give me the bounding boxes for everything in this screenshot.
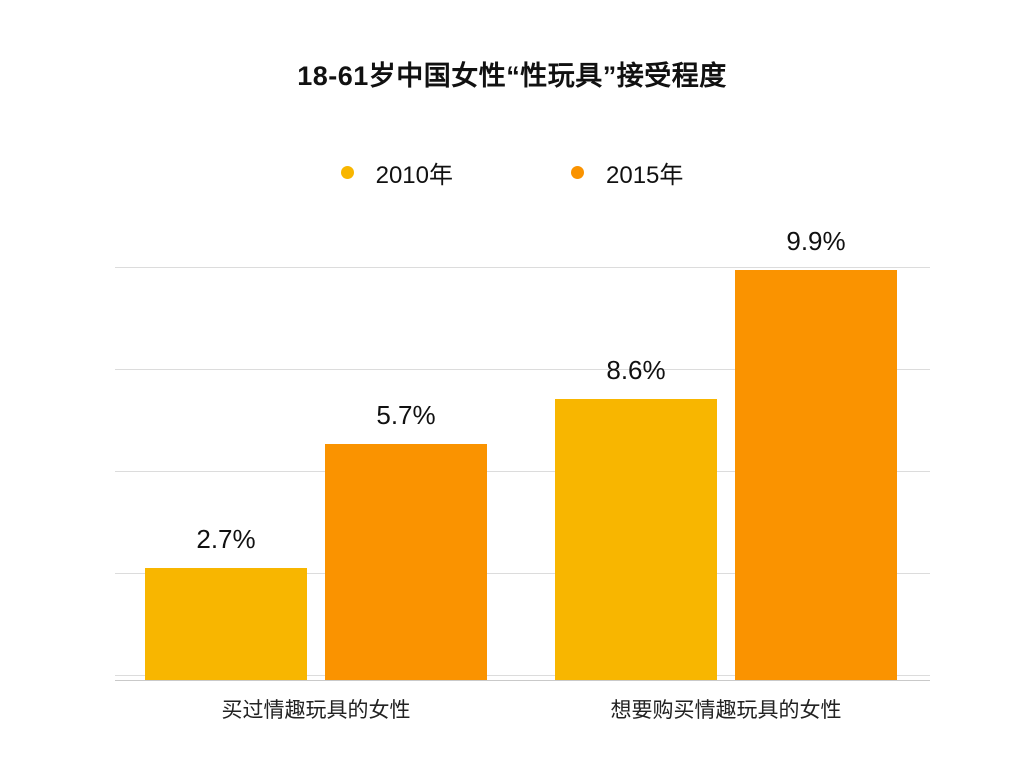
legend-label: 2010年 [375, 162, 453, 189]
bar-groups: 2.7% 5.7% 8.6% 9.9% [145, 226, 897, 680]
legend-dot-icon [340, 166, 354, 179]
category-labels: 买过情趣玩具的女性 想要购买情趣玩具的女性 [145, 694, 897, 724]
legend-dot-icon [571, 166, 584, 179]
gridline [115, 369, 930, 370]
chart-title: 18-61岁中国女性“性玩具”接受程度 [297, 61, 727, 91]
bar-value-label: 8.6% [606, 355, 666, 385]
bar-2015-cat0: 5.7% [325, 400, 487, 680]
bar-2010-cat1: 8.6% [555, 355, 717, 680]
legend-item-2015: 2015年 [571, 155, 683, 190]
gridline [115, 675, 930, 676]
legend: 2010年 2015年 [0, 155, 1024, 190]
bar-2015-cat1: 9.9% [735, 226, 897, 680]
category-label-0: 买过情趣玩具的女性 [221, 699, 411, 722]
bar-2010-cat0: 2.7% [145, 524, 307, 680]
bar-value-label: 5.7% [376, 400, 436, 430]
bar-value-label: 9.9% [786, 226, 846, 256]
bar-group: 8.6% 9.9% [555, 226, 897, 680]
legend-item-2010: 2010年 [340, 155, 453, 190]
plot-area: 2.7% 5.7% 8.6% 9.9% [115, 226, 930, 681]
gridline [115, 471, 930, 472]
bar-value-label: 2.7% [196, 524, 256, 554]
bar-group: 2.7% 5.7% [145, 267, 487, 680]
gridline [115, 267, 930, 268]
gridline [115, 573, 930, 574]
category-label-1: 想要购买情趣玩具的女性 [610, 699, 842, 722]
legend-label: 2015年 [606, 162, 684, 189]
